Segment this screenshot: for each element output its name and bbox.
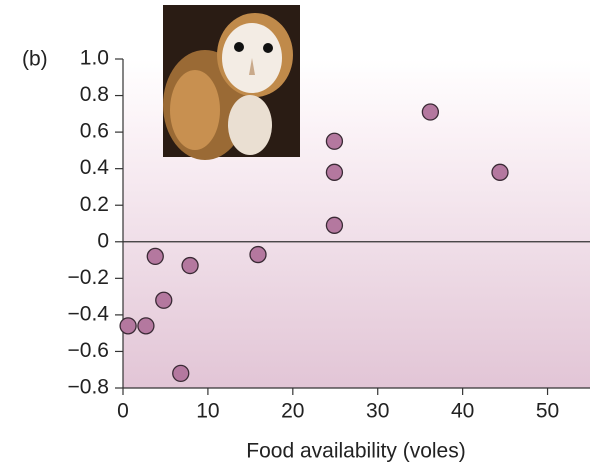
point xyxy=(181,256,199,275)
y-tick-label: 0.8 xyxy=(80,83,109,106)
y-tick-label: 0 xyxy=(97,229,109,252)
x-tick-label: 30 xyxy=(366,400,389,423)
x-tick-label: 40 xyxy=(451,400,474,423)
point xyxy=(249,245,267,264)
panel-label: (b) xyxy=(22,48,48,71)
point xyxy=(325,216,344,234)
y-tick-label: −0.2 xyxy=(68,266,109,289)
y-tick-label: 0.2 xyxy=(80,193,109,216)
y-tick-label: 1.0 xyxy=(80,47,109,70)
point xyxy=(137,317,155,335)
y-tick-label: 0.4 xyxy=(80,156,110,179)
point xyxy=(491,163,509,181)
y-tick-label: −0.6 xyxy=(68,339,109,362)
x-axis-label: Food availability (voles) xyxy=(246,440,465,463)
x-tick-label: 0 xyxy=(117,400,129,423)
y-tick-label: −0.4 xyxy=(68,302,110,325)
point xyxy=(155,291,173,309)
point xyxy=(172,364,190,383)
x-tick-label: 50 xyxy=(536,400,559,423)
y-tick-label: 0.6 xyxy=(80,120,109,143)
point xyxy=(421,103,440,121)
owl-photo xyxy=(163,5,300,160)
point xyxy=(325,163,344,181)
point xyxy=(119,317,137,335)
point xyxy=(146,247,164,266)
x-tick-label: 10 xyxy=(196,400,219,423)
x-tick-label: 20 xyxy=(281,400,304,423)
point xyxy=(325,132,344,150)
y-tick-label: −0.8 xyxy=(68,376,109,399)
